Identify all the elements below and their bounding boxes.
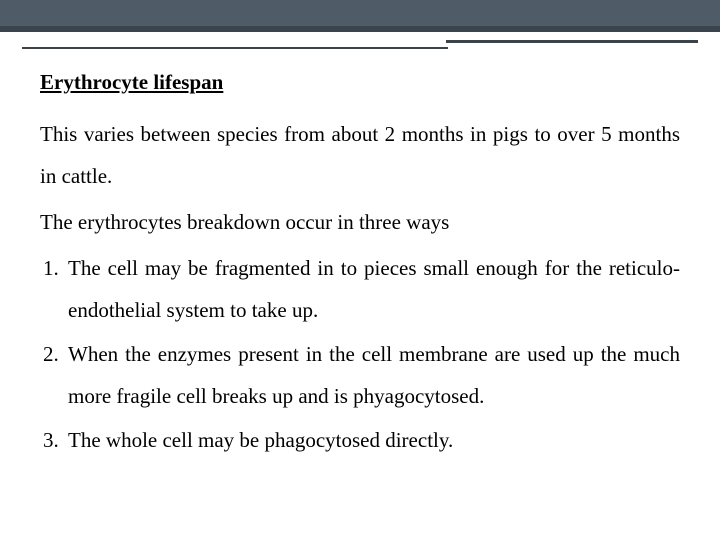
heading: Erythrocyte lifespan	[40, 70, 680, 95]
content-area: Erythrocyte lifespan This varies between…	[40, 70, 680, 463]
list-item: The cell may be fragmented in to pieces …	[64, 247, 680, 331]
paragraph-1: This varies between species from about 2…	[40, 113, 680, 197]
numbered-list: The cell may be fragmented in to pieces …	[40, 247, 680, 461]
slide: Erythrocyte lifespan This varies between…	[0, 0, 720, 540]
header-decoration	[0, 0, 720, 46]
header-bar	[0, 0, 720, 32]
header-line-left	[22, 47, 448, 49]
list-item: When the enzymes present in the cell mem…	[64, 333, 680, 417]
paragraph-2: The erythrocytes breakdown occur in thre…	[40, 201, 680, 243]
header-line-right	[446, 40, 698, 43]
list-item: The whole cell may be phagocytosed direc…	[64, 419, 680, 461]
